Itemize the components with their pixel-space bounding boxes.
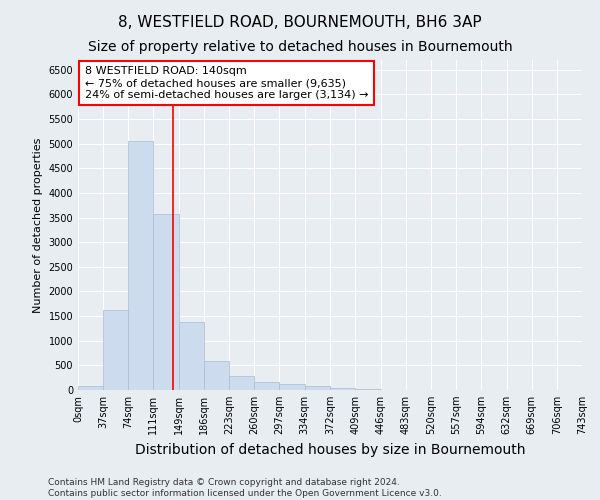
Bar (229, 376, 254, 390)
Bar (280, 384, 305, 390)
Bar (254, 382, 280, 390)
Text: Contains HM Land Registry data © Crown copyright and database right 2024.
Contai: Contains HM Land Registry data © Crown c… (48, 478, 442, 498)
X-axis label: Distribution of detached houses by size in Bournemouth: Distribution of detached houses by size … (135, 442, 525, 456)
Bar (331, 388, 355, 390)
Bar (355, 388, 380, 390)
Bar (305, 386, 331, 390)
Bar (153, 214, 179, 390)
Y-axis label: Number of detached properties: Number of detached properties (33, 138, 43, 312)
Bar (103, 310, 128, 390)
Text: Size of property relative to detached houses in Bournemouth: Size of property relative to detached ho… (88, 40, 512, 54)
Bar (204, 361, 229, 390)
Text: 8 WESTFIELD ROAD: 140sqm
← 75% of detached houses are smaller (9,635)
24% of sem: 8 WESTFIELD ROAD: 140sqm ← 75% of detach… (85, 66, 368, 100)
Bar (78, 386, 103, 390)
Bar (128, 141, 153, 390)
Text: 8, WESTFIELD ROAD, BOURNEMOUTH, BH6 3AP: 8, WESTFIELD ROAD, BOURNEMOUTH, BH6 3AP (118, 15, 482, 30)
Bar (179, 322, 204, 390)
